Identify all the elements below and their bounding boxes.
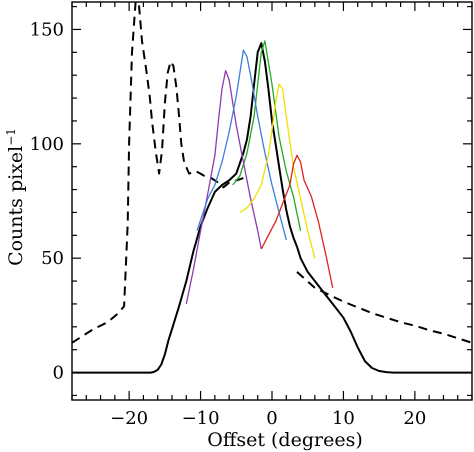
x-tick-label: −10 bbox=[182, 408, 220, 429]
x-tick-label: −20 bbox=[110, 408, 148, 429]
series-line-5 bbox=[196, 49, 287, 241]
y-axis-label-main: Counts pixel bbox=[5, 146, 27, 266]
x-axis-label: Offset (degrees) bbox=[207, 429, 362, 451]
y-tick-label: 100 bbox=[30, 134, 64, 155]
ticks-layer: −20 −10 0 10 20 0 50 100 150 bbox=[30, 2, 473, 429]
series-line-0 bbox=[72, 2, 244, 344]
series-line-1 bbox=[296, 271, 472, 344]
y-axis-label-superscript: −1 bbox=[4, 128, 18, 146]
y-tick-label: 50 bbox=[41, 248, 64, 269]
y-tick-label: 0 bbox=[53, 363, 64, 384]
x-tick-label: 20 bbox=[403, 408, 426, 429]
series-line-6 bbox=[239, 83, 316, 259]
series-line-4 bbox=[185, 69, 262, 305]
series-line-3 bbox=[232, 40, 302, 231]
series-line-7 bbox=[260, 154, 334, 289]
x-tick-label: 0 bbox=[266, 408, 277, 429]
series-line-2 bbox=[72, 42, 472, 374]
x-tick-label: 10 bbox=[332, 408, 355, 429]
series-layer bbox=[72, 2, 472, 374]
y-axis-label: Counts pixel−1 bbox=[4, 128, 27, 266]
y-tick-label: 150 bbox=[30, 19, 64, 40]
